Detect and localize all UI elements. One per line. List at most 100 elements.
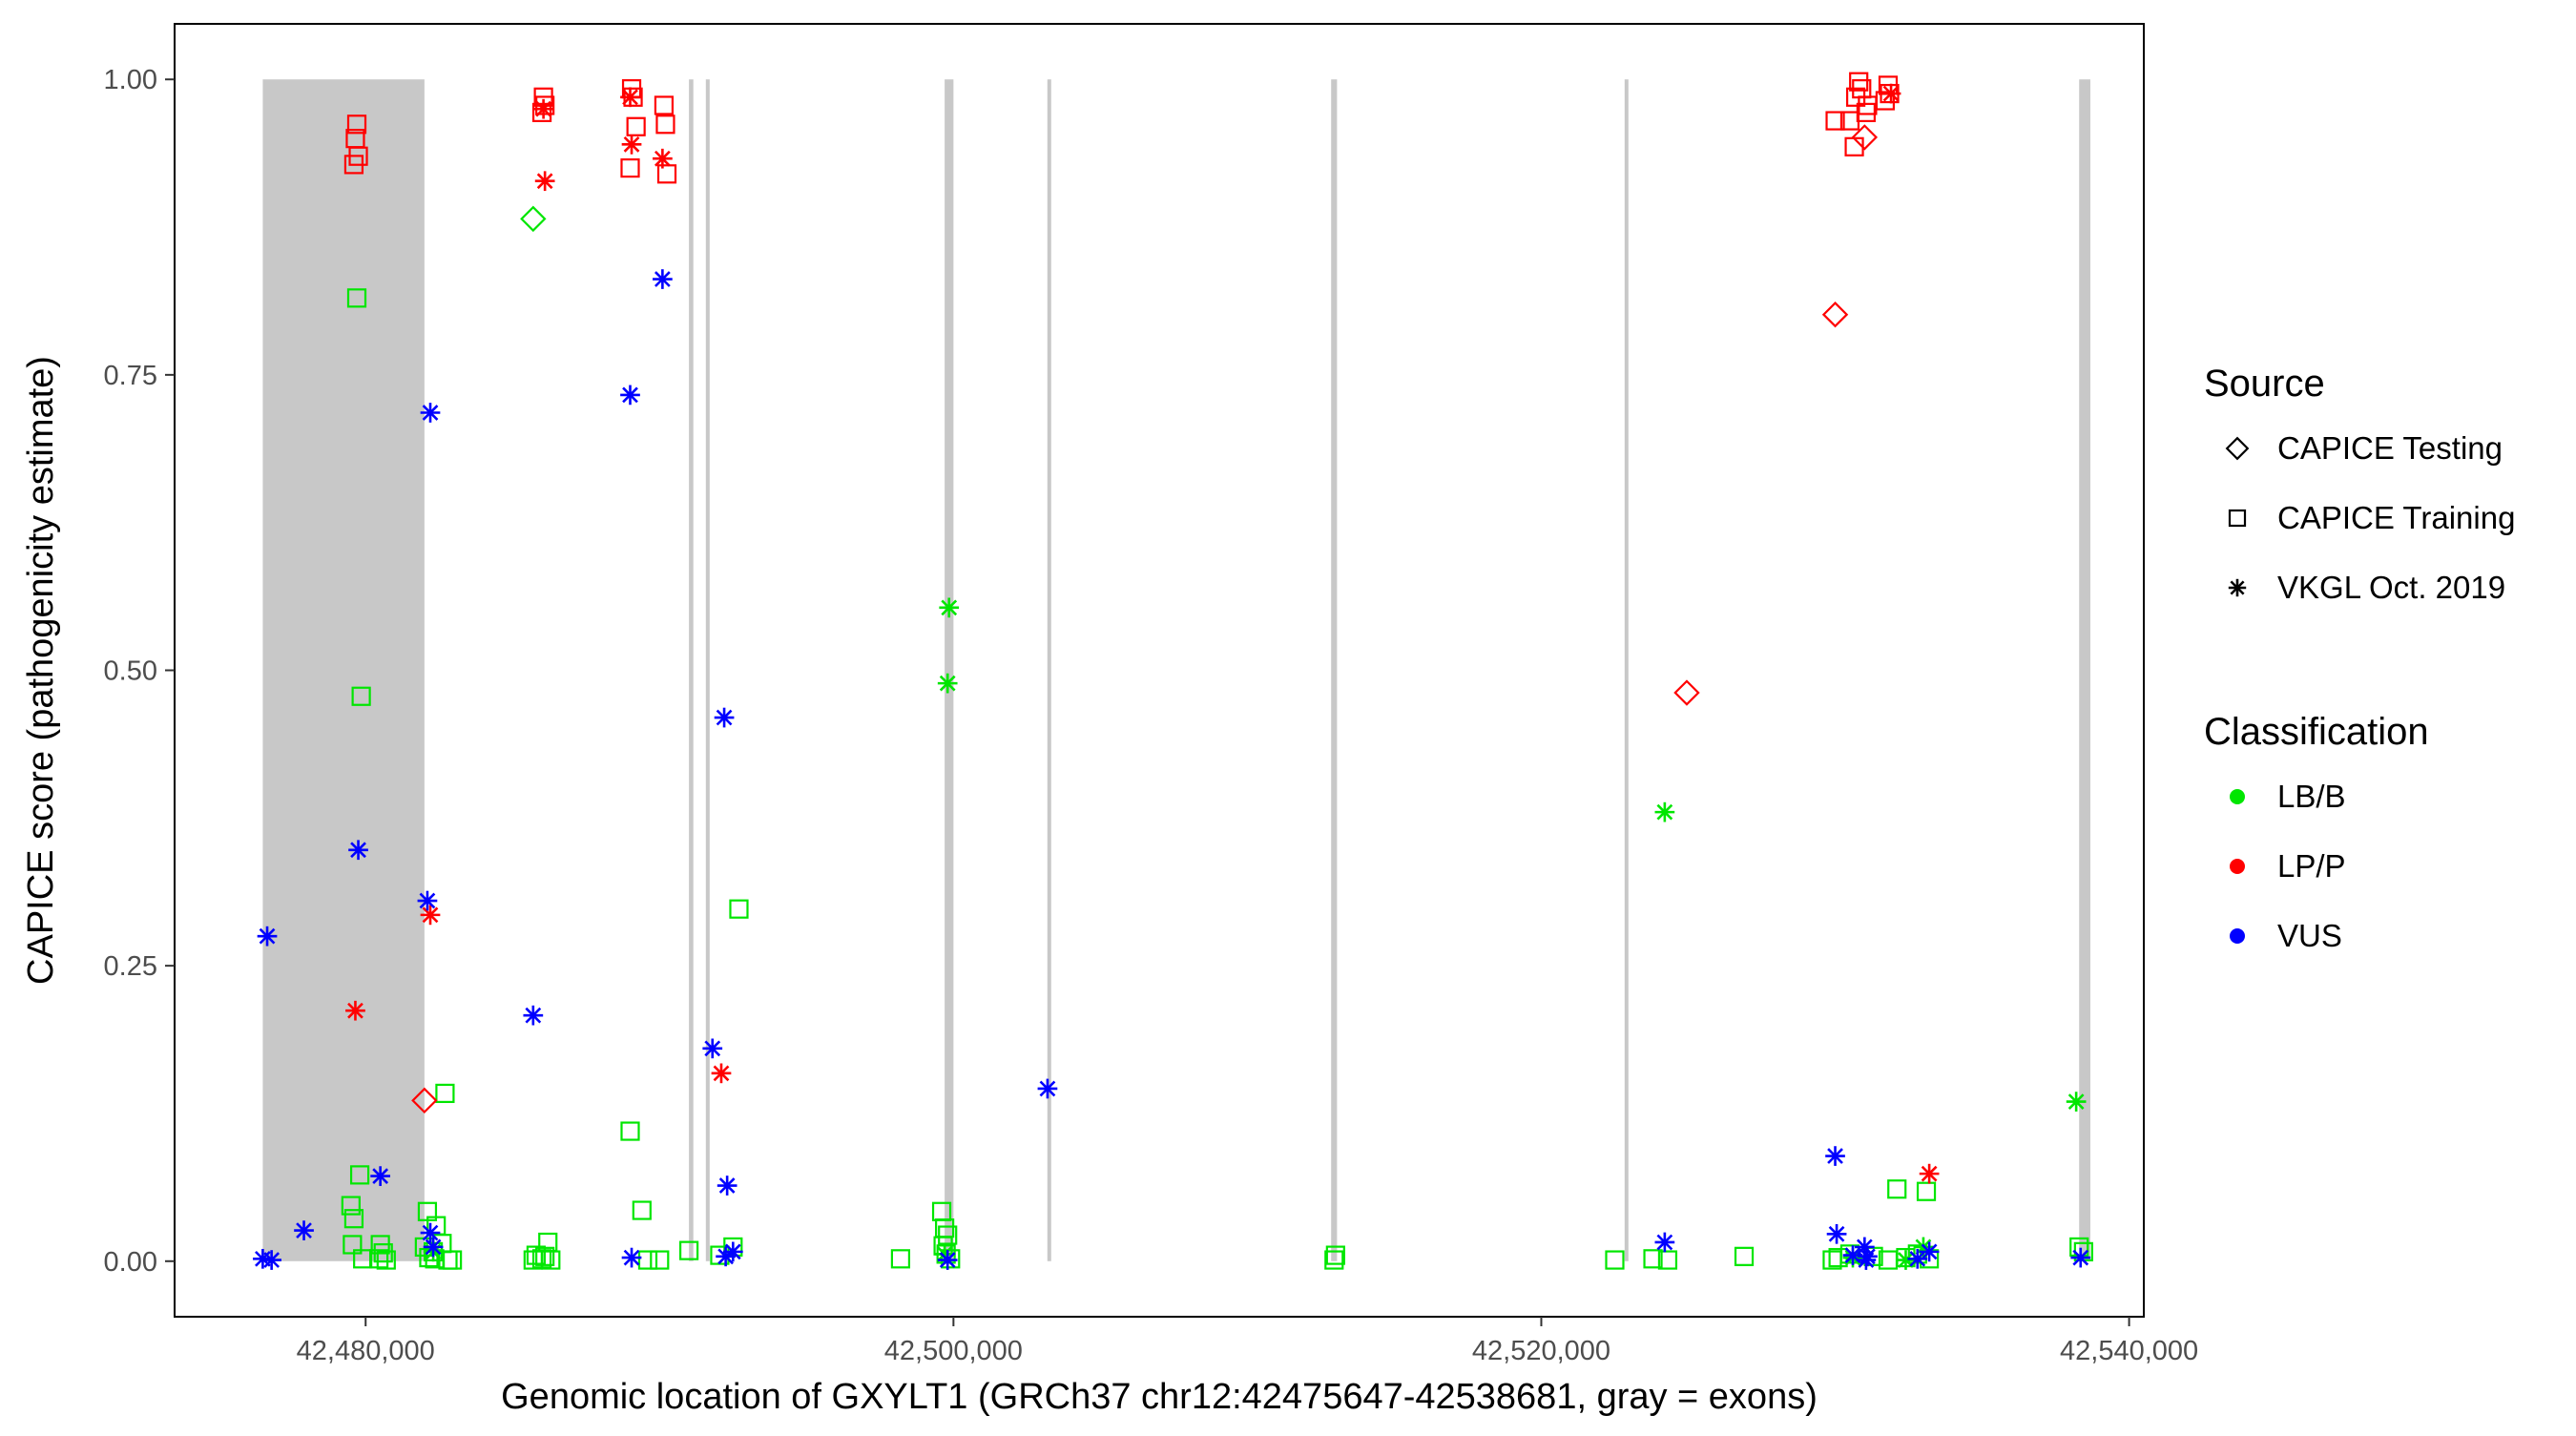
- data-point: [346, 114, 367, 135]
- data-point: [1657, 1250, 1678, 1270]
- asterisk-stroke: [1827, 1148, 1843, 1164]
- asterisk-stroke: [350, 842, 366, 859]
- data-point: [423, 1237, 444, 1258]
- data-point: [702, 1038, 723, 1059]
- data-point: [420, 403, 441, 423]
- data-point: [417, 890, 438, 911]
- data-point: [343, 155, 364, 175]
- data-point: [1919, 1241, 1940, 1262]
- data-point: [650, 1250, 670, 1270]
- data-point: [1907, 1248, 1928, 1269]
- asterisk-stroke: [939, 675, 956, 692]
- data-points: [253, 72, 2093, 1270]
- exon-band: [705, 79, 710, 1261]
- data-point: [656, 164, 677, 184]
- legend-classification-title: Classification: [2204, 711, 2429, 753]
- data-point: [939, 597, 960, 618]
- data-point: [341, 1196, 361, 1216]
- data-point: [351, 686, 371, 706]
- asterisk-stroke: [1882, 85, 1900, 102]
- data-point: [654, 95, 675, 115]
- data-point: [1605, 1250, 1625, 1270]
- asterisk-stroke: [623, 1249, 640, 1266]
- exon-layer: [262, 79, 2090, 1261]
- asterisk-stroke: [713, 1065, 730, 1082]
- data-point: [1826, 1223, 1847, 1244]
- legend-class-label: VUS: [2277, 918, 2342, 953]
- data-point: [637, 1250, 658, 1270]
- data-point: [420, 1222, 441, 1243]
- data-point: [346, 288, 367, 308]
- exon-band: [1047, 79, 1051, 1261]
- data-point: [1887, 1179, 1907, 1199]
- data-point: [722, 1241, 743, 1262]
- y-tick-label: 0.00: [104, 1247, 157, 1278]
- data-point: [343, 1209, 364, 1229]
- asterisk-stroke: [2067, 1093, 2085, 1110]
- asterisk-stroke: [536, 173, 553, 190]
- asterisk-stroke: [941, 599, 958, 616]
- data-point: [533, 98, 553, 119]
- exon-band: [262, 79, 425, 1261]
- data-point: [535, 1246, 555, 1266]
- data-point: [2070, 1247, 2091, 1268]
- exon-band: [945, 79, 954, 1261]
- asterisk-stroke: [939, 1252, 956, 1268]
- data-point: [621, 1247, 642, 1268]
- data-point: [349, 1165, 370, 1185]
- data-point: [1037, 1078, 1058, 1099]
- data-point: [373, 1243, 393, 1263]
- asterisk-stroke: [623, 135, 640, 153]
- exon-band: [689, 79, 694, 1261]
- data-point: [370, 1166, 390, 1186]
- asterisk-stroke: [704, 1040, 721, 1057]
- legend: Source Classification CAPICE Testing CAPI…: [2204, 363, 2515, 953]
- data-point: [1916, 1181, 1937, 1201]
- exon-band: [2079, 79, 2090, 1261]
- asterisk-stroke: [2072, 1249, 2089, 1266]
- data-point: [1849, 72, 1869, 92]
- asterisk-stroke: [2230, 580, 2245, 595]
- data-point: [626, 116, 646, 136]
- axes: 42,480,000 42,500,000 42,520,000 42,540,000…: [104, 65, 2199, 1366]
- data-point: [261, 1250, 282, 1270]
- data-point: [1844, 136, 1864, 156]
- asterisk-stroke: [716, 709, 733, 726]
- legend-key-diamond: [2225, 436, 2250, 461]
- asterisk-stroke: [1858, 1252, 1875, 1268]
- data-point: [369, 1249, 389, 1269]
- y-tick-label: 0.50: [104, 656, 157, 687]
- data-point: [1858, 1246, 1878, 1267]
- asterisk-stroke: [718, 1177, 736, 1194]
- data-point: [620, 87, 640, 108]
- asterisk-stroke: [296, 1222, 312, 1238]
- asterisk-stroke: [1656, 803, 1673, 821]
- legend-class-label: LB/B: [2277, 779, 2346, 814]
- data-point: [1875, 91, 1896, 111]
- data-point: [294, 1220, 314, 1240]
- asterisk-stroke: [1921, 1165, 1938, 1182]
- legend-color-dot: [2230, 859, 2245, 874]
- data-point: [535, 95, 555, 115]
- data-point: [620, 385, 640, 406]
- exon-band: [1624, 79, 1629, 1261]
- data-point: [1734, 1246, 1755, 1266]
- asterisk-stroke: [1856, 1238, 1873, 1256]
- asterisk-stroke: [1898, 1252, 1914, 1268]
- y-tick-label: 0.75: [104, 361, 157, 391]
- asterisk-stroke: [372, 1168, 389, 1184]
- asterisk-stroke: [724, 1243, 741, 1260]
- data-point: [655, 114, 675, 135]
- data-point: [1654, 801, 1675, 822]
- asterisk-stroke: [422, 1224, 439, 1241]
- asterisk-stroke: [622, 386, 638, 404]
- data-point: [257, 926, 278, 947]
- data-point: [523, 1005, 544, 1026]
- legend-class-label: LP/P: [2277, 848, 2346, 884]
- asterisk-stroke: [419, 892, 436, 909]
- data-point: [435, 1083, 455, 1104]
- data-point: [343, 1235, 363, 1255]
- x-axis-title: Genomic location of GXYLT1 (GRCh37 chr12…: [501, 1377, 1818, 1417]
- asterisk-stroke: [654, 150, 671, 167]
